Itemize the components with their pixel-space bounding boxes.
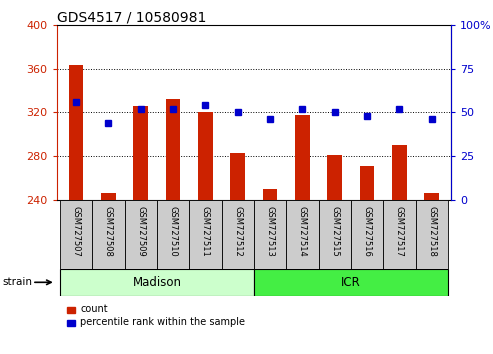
- Bar: [318, 200, 351, 269]
- Bar: [92, 200, 125, 269]
- Bar: [254, 200, 286, 269]
- Bar: [221, 200, 254, 269]
- Text: ICR: ICR: [341, 276, 361, 289]
- Bar: [230, 153, 245, 200]
- Bar: [198, 113, 212, 200]
- Bar: [60, 200, 92, 269]
- Text: GSM727511: GSM727511: [201, 206, 210, 256]
- Bar: [189, 200, 221, 269]
- Text: GSM727509: GSM727509: [136, 206, 145, 256]
- Bar: [416, 200, 448, 269]
- Bar: [166, 99, 180, 200]
- Bar: [263, 189, 278, 200]
- Bar: [254, 269, 448, 296]
- Text: GSM727508: GSM727508: [104, 206, 113, 256]
- Text: GSM727512: GSM727512: [233, 206, 242, 256]
- Text: GSM727507: GSM727507: [71, 206, 80, 256]
- Bar: [424, 193, 439, 200]
- Bar: [125, 200, 157, 269]
- Text: GSM727517: GSM727517: [395, 206, 404, 256]
- Text: GSM727514: GSM727514: [298, 206, 307, 256]
- Bar: [327, 155, 342, 200]
- Text: GSM727516: GSM727516: [362, 206, 372, 256]
- Text: percentile rank within the sample: percentile rank within the sample: [80, 318, 246, 327]
- Bar: [134, 106, 148, 200]
- Bar: [101, 193, 116, 200]
- Bar: [392, 145, 407, 200]
- Text: GSM727510: GSM727510: [169, 206, 177, 256]
- Text: GSM727513: GSM727513: [266, 206, 275, 256]
- Text: Madison: Madison: [133, 276, 181, 289]
- Bar: [69, 65, 83, 200]
- Bar: [60, 269, 254, 296]
- Bar: [351, 200, 383, 269]
- Bar: [286, 200, 318, 269]
- Text: count: count: [80, 304, 108, 314]
- Bar: [360, 166, 374, 200]
- Text: GSM727518: GSM727518: [427, 206, 436, 256]
- Bar: [157, 200, 189, 269]
- Text: strain: strain: [2, 277, 33, 287]
- Bar: [383, 200, 416, 269]
- Bar: [295, 115, 310, 200]
- Text: GSM727515: GSM727515: [330, 206, 339, 256]
- Text: GDS4517 / 10580981: GDS4517 / 10580981: [57, 11, 206, 25]
